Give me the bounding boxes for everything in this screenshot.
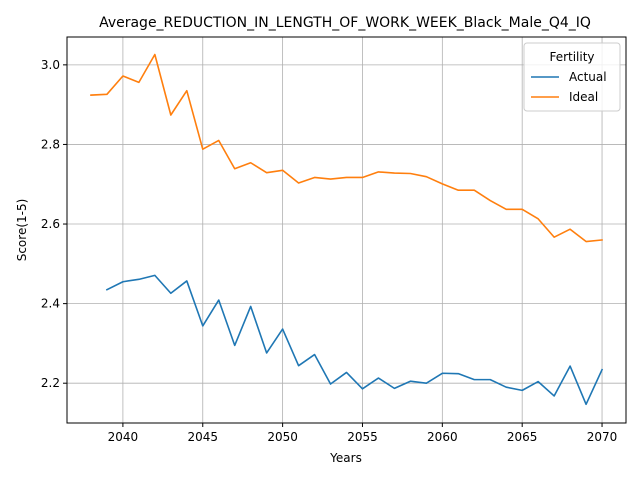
series-line-ideal bbox=[90, 53, 603, 243]
y-tick-label: 2.2 bbox=[41, 376, 60, 390]
legend-title: Fertility bbox=[549, 50, 594, 64]
y-tick-label: 2.8 bbox=[41, 137, 60, 151]
chart-title: Average_REDUCTION_IN_LENGTH_OF_WORK_WEEK… bbox=[99, 15, 591, 31]
grid bbox=[67, 37, 626, 423]
y-axis-ticks: 2.2 2.4 2.6 2.8 3.0 bbox=[41, 58, 67, 390]
x-tick-label: 2045 bbox=[187, 430, 218, 444]
x-tick-label: 2055 bbox=[347, 430, 378, 444]
y-tick-label: 2.4 bbox=[41, 297, 60, 311]
legend-label-actual: Actual bbox=[569, 70, 607, 84]
y-axis-label: Score(1-5) bbox=[15, 199, 29, 262]
x-tick-label: 2065 bbox=[507, 430, 538, 444]
x-tick-label: 2050 bbox=[267, 430, 298, 444]
legend: Fertility Actual Ideal bbox=[523, 42, 621, 112]
x-tick-label: 2040 bbox=[108, 430, 139, 444]
series-line-actual bbox=[105, 274, 604, 406]
x-axis-label: Years bbox=[329, 451, 362, 465]
x-tick-label: 2060 bbox=[427, 430, 458, 444]
y-tick-label: 3.0 bbox=[41, 58, 60, 72]
legend-box bbox=[523, 42, 621, 112]
x-axis-ticks: 2040 2045 2050 2055 2060 2065 2070 bbox=[108, 423, 618, 444]
plot-area-frame bbox=[66, 36, 627, 424]
x-tick-label: 2070 bbox=[587, 430, 618, 444]
legend-label-ideal: Ideal bbox=[569, 90, 598, 104]
series-lines bbox=[90, 53, 604, 406]
y-tick-label: 2.6 bbox=[41, 217, 60, 231]
